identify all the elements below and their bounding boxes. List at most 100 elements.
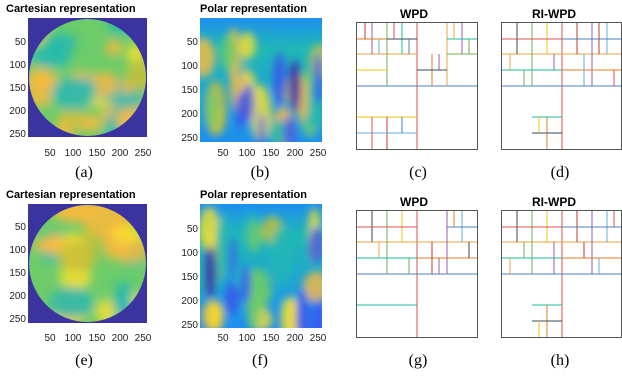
panel-d-tree <box>501 22 622 150</box>
panel-a-caption: (a) <box>75 164 93 181</box>
panel-a-xtick: 100 <box>64 148 82 159</box>
panel-f-title: Polar representation <box>200 189 307 201</box>
heatmap-blob <box>266 119 289 142</box>
heatmap-blob <box>124 60 146 92</box>
panel-e-ytick: 100 <box>9 245 26 256</box>
panel-h-title: RI-WPD <box>532 195 576 209</box>
heatmap-blob <box>224 281 239 316</box>
panel-b-polar-image <box>200 18 322 142</box>
heatmap-blob <box>272 52 287 107</box>
panel-b-xtick: 250 <box>309 148 327 159</box>
heatmap-blob <box>57 240 98 272</box>
heatmap-blob <box>207 301 222 328</box>
heatmap-blob <box>235 92 246 130</box>
panel-a-xtick: 150 <box>88 148 106 159</box>
heatmap-blob <box>93 72 118 93</box>
panel-f-ytick: 200 <box>181 296 198 307</box>
panel-a-xtick: 250 <box>134 148 152 159</box>
panel-c-caption: (c) <box>409 164 427 181</box>
panel-a-xtick: 50 <box>44 148 56 159</box>
panel-e-ytick: 150 <box>9 268 26 279</box>
panel-g-tree <box>356 210 478 338</box>
panel-f-ytick: 150 <box>181 272 198 283</box>
panel-f-xtick: 50 <box>217 333 229 344</box>
heatmap-blob <box>49 287 94 319</box>
panel-e-xtick: 250 <box>134 333 152 344</box>
panel-e-ytick: 50 <box>14 222 26 233</box>
panel-b-title: Polar representation <box>200 3 307 15</box>
panel-h-caption: (h) <box>550 352 570 369</box>
polar-texture <box>200 27 322 142</box>
panel-g-caption: (g) <box>408 352 428 369</box>
panel-b-caption: (b) <box>250 164 270 181</box>
heatmap-blob <box>313 53 322 106</box>
heatmap-blob <box>239 32 256 60</box>
dark-region <box>289 60 301 113</box>
heatmap-blob <box>45 233 64 255</box>
heatmap-blob <box>228 235 236 279</box>
heatmap-blob <box>303 271 322 303</box>
heatmap-blob <box>283 115 296 142</box>
panel-d-title: RI-WPD <box>532 7 576 21</box>
heatmap-blob <box>308 226 322 264</box>
panel-f-xtick: 250 <box>309 333 327 344</box>
panel-e-xtick: 50 <box>44 333 56 344</box>
panel-b-xtick: 50 <box>217 148 229 159</box>
panel-g-title: WPD <box>400 195 428 209</box>
panel-b-xtick: 150 <box>262 148 280 159</box>
heatmap-blob <box>45 33 78 52</box>
panel-f-polar-image <box>200 204 322 328</box>
panel-b-xtick: 200 <box>286 148 304 159</box>
heatmap-blob <box>215 215 233 273</box>
polar-texture <box>200 206 322 328</box>
panel-a-ytick: 50 <box>14 37 26 48</box>
panel-b-ytick: 250 <box>181 133 198 144</box>
panel-b-ytick: 50 <box>186 37 198 48</box>
heatmap-blob <box>33 71 59 86</box>
panel-f-ytick: 100 <box>181 248 198 259</box>
panel-a-ytick: 150 <box>9 83 26 94</box>
panel-b-ytick: 150 <box>181 85 198 96</box>
heatmap-blob <box>311 298 322 328</box>
heatmap-blob <box>269 227 294 286</box>
panel-a-ytick: 100 <box>9 60 26 71</box>
heatmap-blob <box>30 46 73 68</box>
heatmap-blob <box>295 289 310 328</box>
panel-e-ytick: 250 <box>9 314 26 325</box>
panel-e-ytick: 200 <box>9 291 26 302</box>
panel-f-xtick: 200 <box>286 333 304 344</box>
panel-e-xtick: 200 <box>111 333 129 344</box>
heatmap-blob <box>200 206 220 252</box>
panel-b-xtick: 100 <box>238 148 256 159</box>
heatmap-blob <box>246 220 262 252</box>
panel-a-ytick: 250 <box>9 129 26 140</box>
panel-d-caption: (d) <box>550 164 570 181</box>
panel-e-title: Cartesian representation <box>6 189 136 201</box>
panel-e-xtick: 100 <box>64 333 82 344</box>
heatmap-blob <box>105 40 123 56</box>
panel-e-caption: (e) <box>75 352 93 369</box>
panel-c-title: WPD <box>400 7 428 21</box>
panel-f-caption: (f) <box>252 352 268 369</box>
panel-b-ytick: 200 <box>181 109 198 120</box>
panel-c-tree <box>356 22 478 150</box>
panel-h-tree <box>501 210 622 338</box>
panel-b-ytick: 100 <box>181 61 198 72</box>
heatmap-blob <box>206 92 218 130</box>
panel-e-xtick: 150 <box>88 333 106 344</box>
panel-f-ytick: 250 <box>181 320 198 331</box>
panel-f-ytick: 50 <box>186 224 198 235</box>
panel-e-cartesian-image <box>28 204 147 323</box>
heatmap-blob <box>220 33 237 72</box>
heatmap-blob <box>240 265 251 304</box>
panel-a-ytick: 200 <box>9 106 26 117</box>
heatmap-blob <box>50 77 97 110</box>
panel-a-xtick: 200 <box>111 148 129 159</box>
heatmap-blob <box>200 37 216 78</box>
dark-region <box>204 246 216 299</box>
heatmap-blob <box>115 280 132 310</box>
panel-f-xtick: 150 <box>262 333 280 344</box>
heatmap-blob <box>258 113 265 142</box>
panel-f-xtick: 100 <box>238 333 256 344</box>
